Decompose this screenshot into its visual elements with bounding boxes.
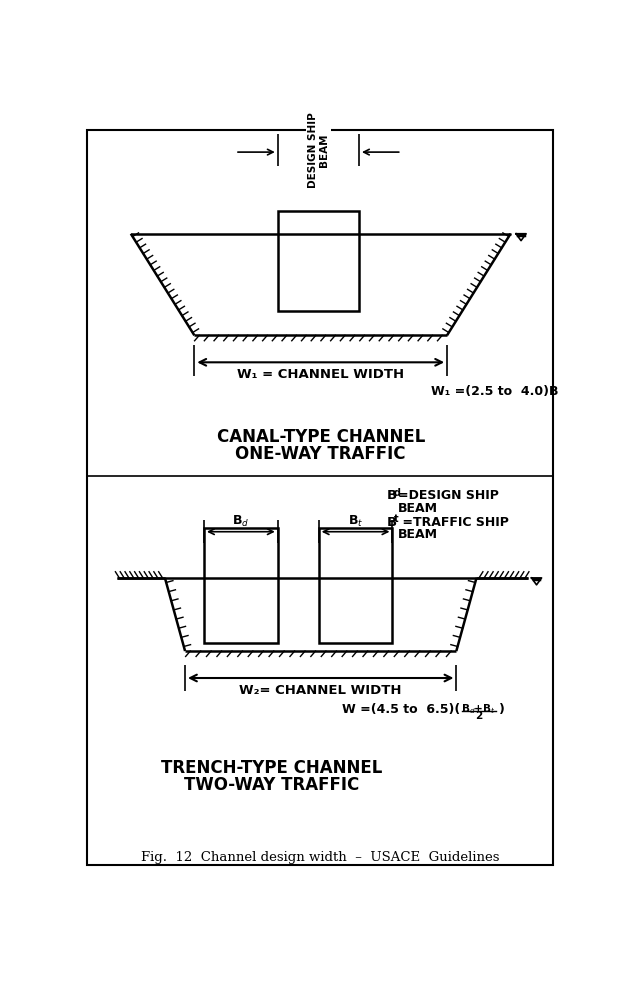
Text: =DESIGN SHIP: =DESIGN SHIP xyxy=(398,489,499,502)
Text: d: d xyxy=(394,488,401,498)
Text: B$_t$: B$_t$ xyxy=(348,514,363,529)
Text: 2: 2 xyxy=(475,712,482,722)
Text: =TRAFFIC SHIP: =TRAFFIC SHIP xyxy=(398,516,509,529)
Text: ): ) xyxy=(499,704,505,717)
Text: B: B xyxy=(387,489,397,502)
Text: TWO-WAY TRAFFIC: TWO-WAY TRAFFIC xyxy=(184,775,359,793)
Text: B$_d$: B$_d$ xyxy=(232,514,249,529)
Text: CANAL-TYPE CHANNEL: CANAL-TYPE CHANNEL xyxy=(216,428,425,446)
Text: Fig.  12  Channel design width  –  USACE  Guidelines: Fig. 12 Channel design width – USACE Gui… xyxy=(141,851,500,864)
Text: W₂= CHANNEL WIDTH: W₂= CHANNEL WIDTH xyxy=(239,685,402,698)
Bar xyxy=(204,528,278,644)
Text: DESIGN SHIP
BEAM: DESIGN SHIP BEAM xyxy=(308,112,329,188)
Text: ONE-WAY TRAFFIC: ONE-WAY TRAFFIC xyxy=(236,445,406,463)
Text: BEAM: BEAM xyxy=(398,528,438,541)
Text: W₁ =(2.5 to  4.0)B: W₁ =(2.5 to 4.0)B xyxy=(431,385,558,398)
Text: TRENCH-TYPE CHANNEL: TRENCH-TYPE CHANNEL xyxy=(161,758,382,776)
Text: B: B xyxy=(387,516,397,529)
Bar xyxy=(319,528,392,644)
Text: t: t xyxy=(394,514,398,524)
Text: W₁ = CHANNEL WIDTH: W₁ = CHANNEL WIDTH xyxy=(237,368,404,381)
Bar xyxy=(278,211,359,310)
Text: B$_d$+B$_t$: B$_d$+B$_t$ xyxy=(461,703,496,717)
Text: W =(4.5 to  6.5)(: W =(4.5 to 6.5)( xyxy=(342,704,460,717)
Text: BEAM: BEAM xyxy=(398,502,438,515)
